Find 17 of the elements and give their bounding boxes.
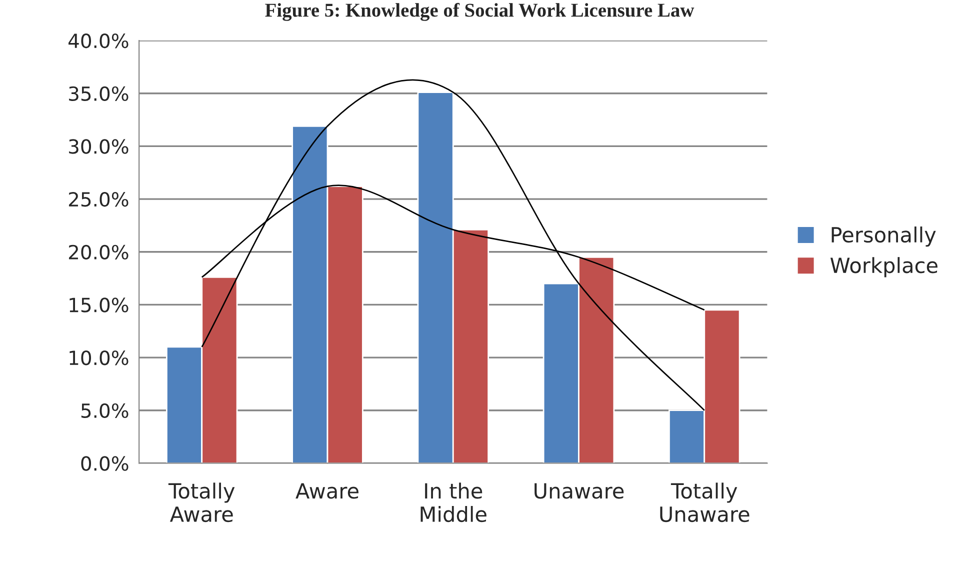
x-tick-label: In the Middle (420, 482, 486, 522)
y-tick-label: 15.0% (70, 298, 128, 312)
chart-title: Figure 5: Knowledge of Social Work Licensure Law (265, 2, 694, 21)
y-tick-label: 40.0% (68, 33, 128, 48)
legend-label: Workplace (830, 257, 938, 278)
y-tick-label: 35.0% (69, 86, 128, 102)
y-tick-label: 30.0% (69, 139, 128, 154)
y-tick-label: 0.0% (81, 456, 128, 471)
x-tick-label: Totally Unaware (660, 482, 750, 522)
y-tick-label: 25.0% (68, 192, 128, 207)
x-tick-label: Totally Aware (168, 482, 235, 522)
x-tick-label: Unaware (534, 483, 624, 499)
x-tick-label: Aware (296, 483, 358, 499)
y-tick-label: 20.0% (68, 244, 128, 260)
y-tick-label: 5.0% (81, 403, 128, 418)
y-tick-label: 10.0% (70, 350, 128, 366)
legend-label: Personally (832, 226, 936, 247)
